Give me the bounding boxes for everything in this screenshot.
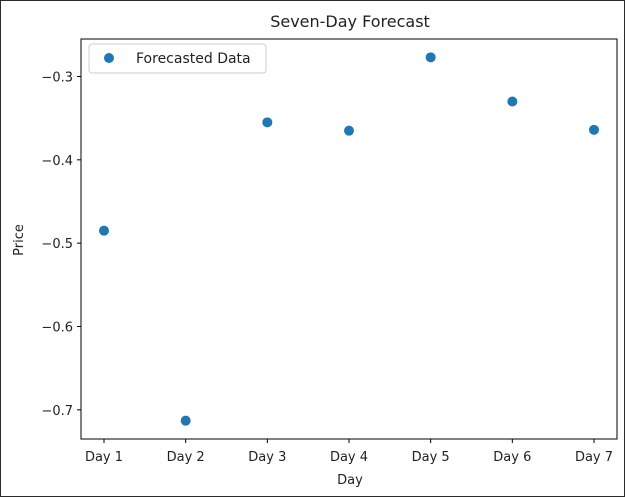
legend-box [88,43,267,74]
y-axis-ticks: −0.3 −0.4 −0.5 −0.6 −0.7 [41,71,81,419]
legend-marker [104,53,114,63]
data-point [425,52,436,63]
y-axis-label: Price [12,224,27,256]
x-axis-ticks: Day 1 Day 2 Day 3 Day 4 Day 5 Day 6 Day 7 [85,439,613,465]
x-tick-label: Day 1 [85,450,123,465]
data-point [99,225,109,236]
data-point [344,125,354,136]
y-tick-label: −0.3 [41,71,73,86]
data-point [180,415,191,426]
x-tick-label: Day 3 [248,450,286,465]
y-tick-label: −0.5 [41,237,73,252]
x-tick-label: Day 6 [493,450,531,465]
x-tick-label: Day 4 [330,450,368,465]
x-tick-label: Day 5 [412,450,450,465]
x-axis-label: Day [337,473,363,488]
data-point [589,124,599,135]
legend: Forecasted Data [88,43,267,74]
x-tick-label: Day 2 [167,450,205,465]
legend-label: Forecasted Data [136,51,251,67]
data-point [507,96,518,107]
data-points [99,52,599,426]
x-tick-label: Day 7 [575,450,613,465]
chart-title: Seven-Day Forecast [270,12,430,31]
plot-area [80,38,618,440]
data-point [262,117,273,128]
y-tick-label: −0.4 [41,154,73,169]
y-tick-label: −0.7 [41,404,73,419]
y-tick-label: −0.6 [41,321,73,336]
